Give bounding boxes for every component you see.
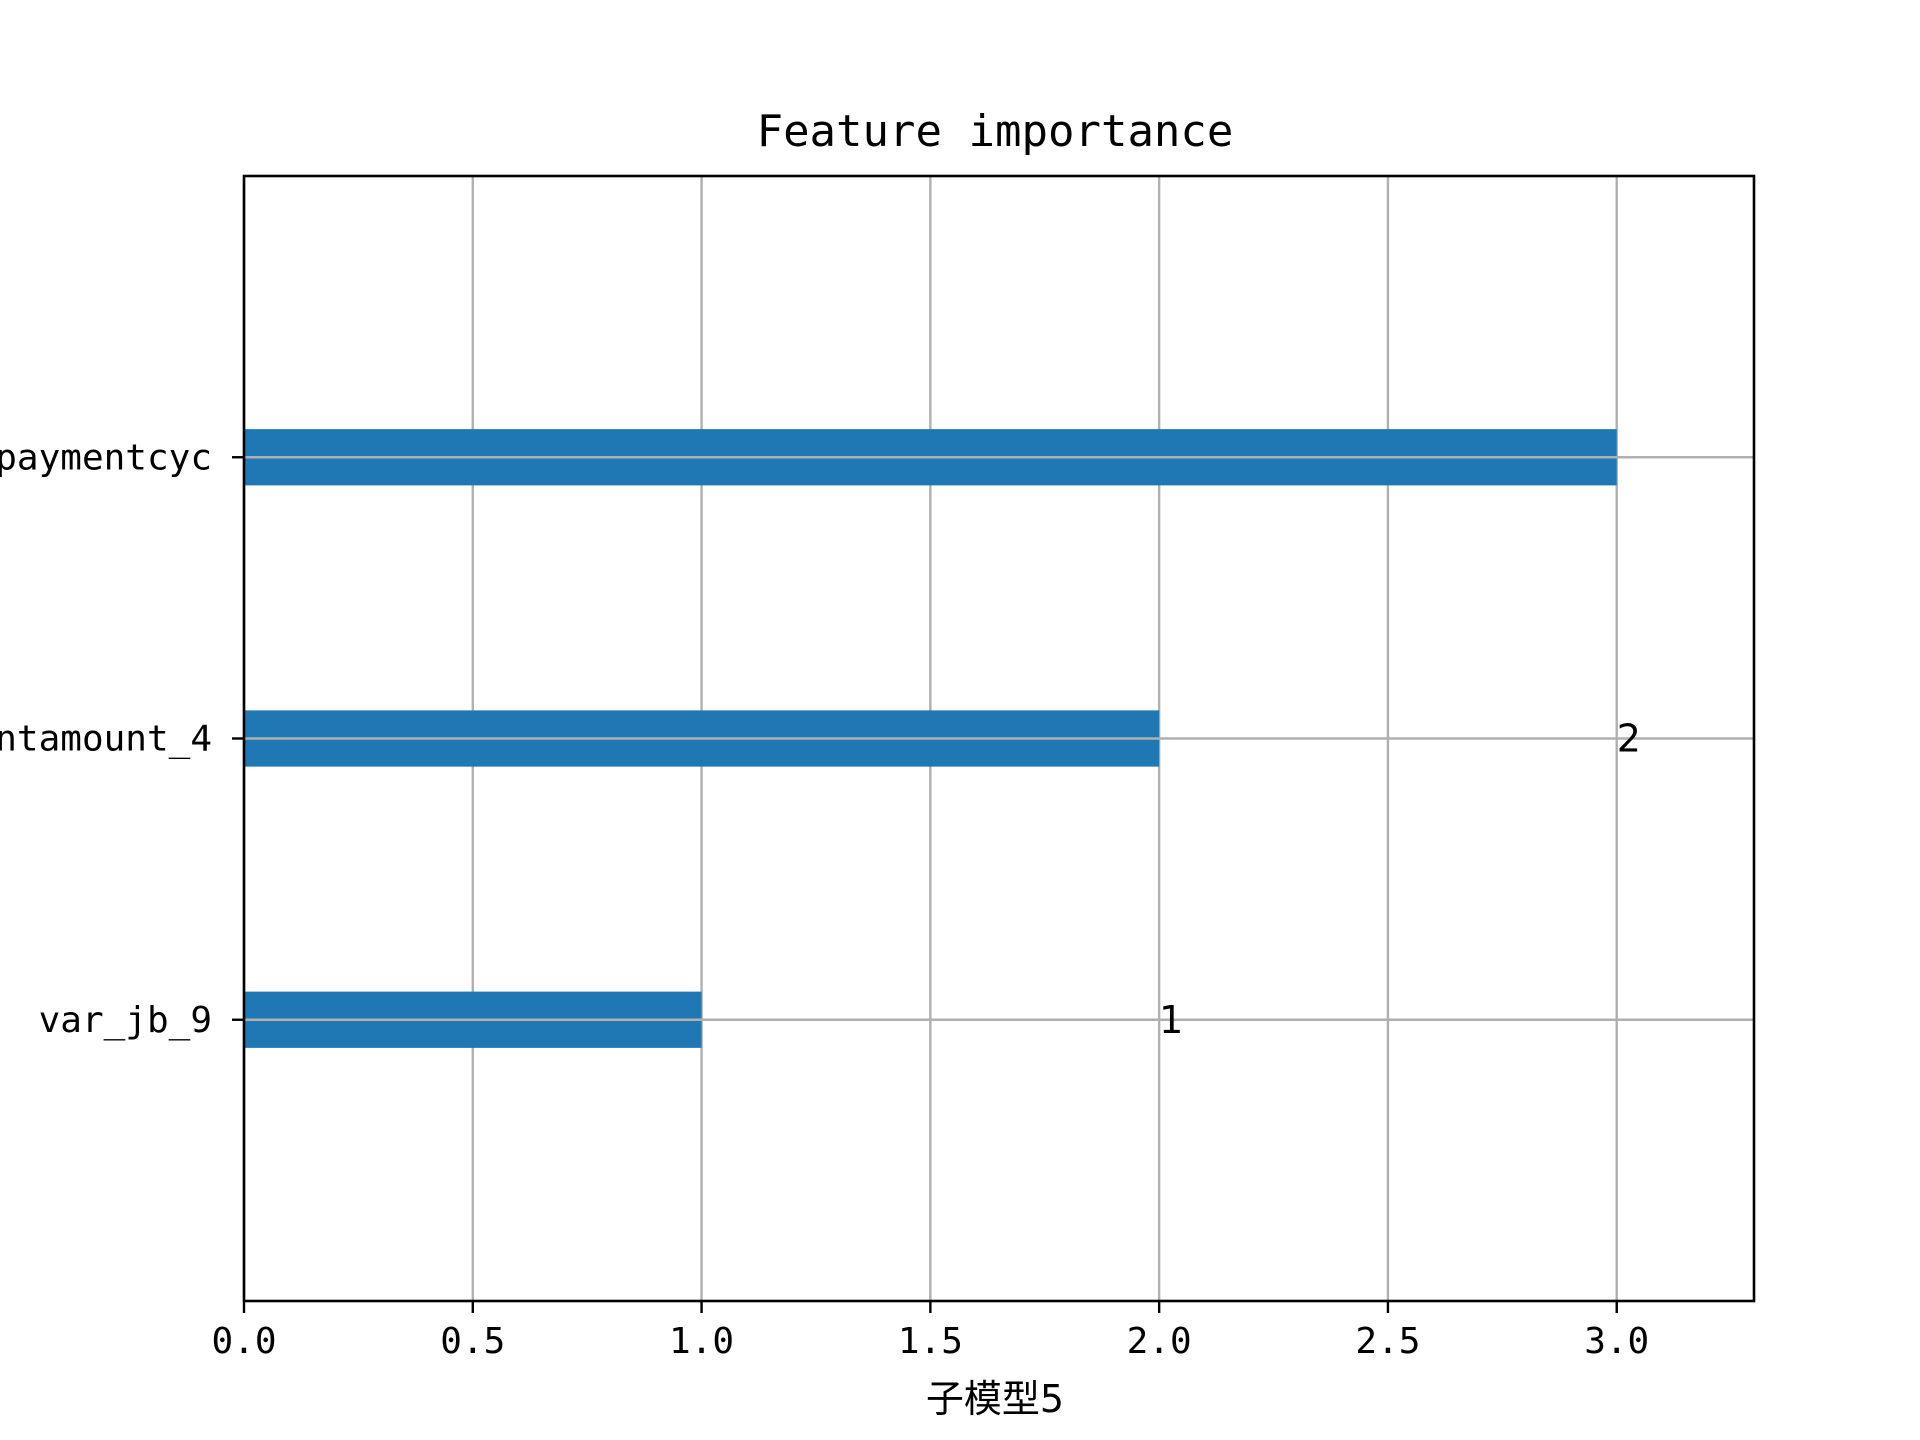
- x-tick-label-4: 2.0: [1127, 1321, 1192, 1362]
- x-tick-label-1: 0.5: [440, 1321, 505, 1362]
- horizontal-grid-lines: [244, 456, 1754, 1021]
- y-tick-label-0: var_jb_9: [39, 1000, 212, 1041]
- bar-value-labels: 12: [1159, 717, 1641, 1042]
- bar-value-label-ntamount_4: 2: [1617, 717, 1641, 761]
- x-axis-label: 子模型5: [926, 1377, 1064, 1421]
- x-tick-label-0: 0.0: [211, 1321, 276, 1362]
- x-axis-ticks: 0.0 0.5 1.0 1.5 2.0 2.5 3.0: [211, 1301, 1649, 1362]
- x-tick-label-6: 3.0: [1584, 1321, 1649, 1362]
- x-tick-label-2: 1.0: [669, 1321, 734, 1362]
- bar-value-label-var_jb_9: 1: [1159, 998, 1183, 1042]
- y-axis-ticks: var_jb_9 ntamount_4 paymentcyc: [0, 437, 244, 1041]
- x-tick-label-3: 1.5: [898, 1321, 963, 1362]
- y-tick-label-1: ntamount_4: [0, 719, 212, 760]
- chart-title: Feature importance: [757, 106, 1234, 157]
- y-tick-label-2: paymentcyc: [0, 437, 212, 478]
- x-tick-label-5: 2.5: [1355, 1321, 1420, 1362]
